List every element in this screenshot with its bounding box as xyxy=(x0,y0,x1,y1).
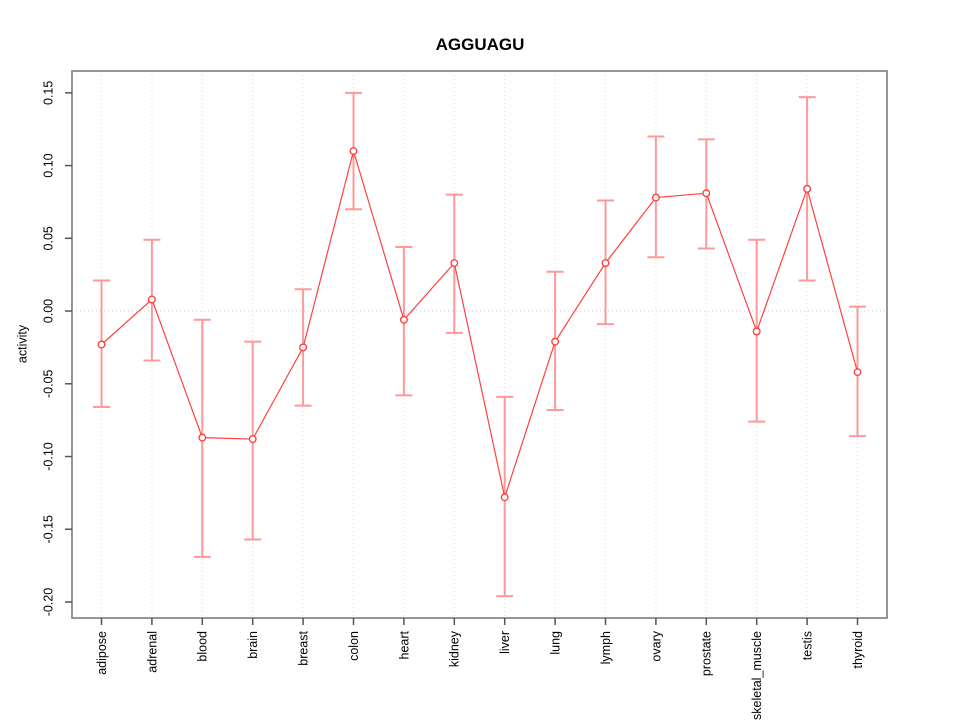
data-point xyxy=(147,295,156,304)
x-tick-label: liver xyxy=(498,631,512,654)
data-point xyxy=(500,493,509,502)
y-tick-label: -0.05 xyxy=(41,369,55,398)
data-point xyxy=(450,259,459,267)
data-point xyxy=(97,340,106,349)
x-tick-label: colon xyxy=(347,631,361,661)
data-point xyxy=(601,259,610,267)
x-tick-label: adrenal xyxy=(145,631,159,673)
y-tick-label: -0.15 xyxy=(41,515,55,544)
data-point xyxy=(248,435,257,444)
chart-title: AGGUAGU xyxy=(436,35,525,54)
x-tick-label: brain xyxy=(246,631,260,659)
x-tick-label: lung xyxy=(548,631,562,655)
axes-layer: 0.15 0.10 0.05 0.00 -0.05 -0.10 -0.15 -0.20 adip… xyxy=(41,70,888,720)
plot-box xyxy=(71,70,888,619)
data-point xyxy=(349,147,358,155)
y-axis-label: activity xyxy=(15,324,29,363)
data-point xyxy=(198,433,207,442)
data-point xyxy=(299,343,308,352)
y-tick-label: 0.10 xyxy=(41,153,55,177)
y-tick-label: -0.10 xyxy=(41,442,55,471)
data-point xyxy=(399,315,408,324)
data-point xyxy=(803,184,812,193)
data-point xyxy=(752,327,761,336)
data-point xyxy=(853,368,862,377)
data-point xyxy=(551,337,560,346)
x-tick-label: adipose xyxy=(95,631,109,675)
data-point xyxy=(702,189,711,198)
y-tick-label: 0.00 xyxy=(41,299,55,323)
x-tick-label: lymph xyxy=(599,631,613,664)
data-point xyxy=(651,193,660,202)
x-tick-label: skeletal_muscle xyxy=(750,631,764,720)
x-tick-label: blood xyxy=(196,631,210,662)
series-layer xyxy=(93,91,866,598)
gridlines-layer xyxy=(72,71,887,618)
x-tick-label: thyroid xyxy=(851,631,865,669)
x-tick-label: ovary xyxy=(649,630,663,661)
y-tick-label: 0.05 xyxy=(41,226,55,250)
x-tick-label: testis xyxy=(800,631,814,660)
x-tick-label: heart xyxy=(397,630,411,659)
x-tick-label: kidney xyxy=(448,630,462,667)
series-line xyxy=(101,148,859,500)
y-tick-label: 0.15 xyxy=(41,81,55,105)
x-tick-label: prostate xyxy=(700,631,714,676)
x-tick-label: breast xyxy=(296,630,310,665)
y-tick-label: -0.20 xyxy=(41,588,55,617)
